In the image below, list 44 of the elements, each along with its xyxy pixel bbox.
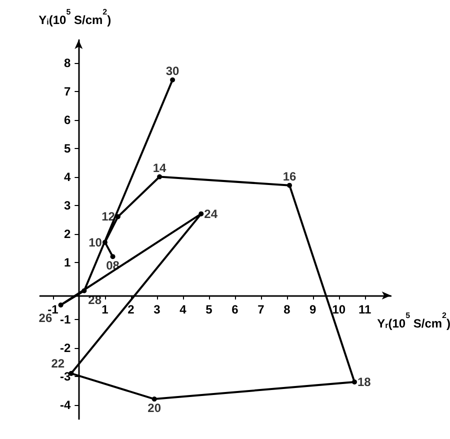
point — [157, 174, 162, 180]
point — [115, 214, 120, 220]
x-tick-label: 9 — [310, 302, 317, 317]
annotation: 16 — [282, 169, 296, 184]
y-tick-label: -2 — [60, 340, 71, 355]
point — [110, 254, 116, 260]
point — [152, 396, 157, 402]
point — [82, 288, 87, 294]
annotation: 22 — [51, 356, 65, 370]
y-tick-label: 6 — [64, 112, 71, 127]
point — [58, 302, 64, 308]
y-tick-label: 7 — [64, 84, 71, 98]
point — [198, 211, 204, 216]
x-tick-label: 6 — [232, 302, 239, 317]
x-tick-label: 7 — [258, 302, 265, 317]
x-tick-label: 11 — [358, 302, 372, 317]
y-tick-label: 2 — [64, 226, 71, 241]
annotation: 12 — [102, 210, 116, 224]
point — [352, 379, 357, 384]
annotation: 20 — [148, 401, 162, 416]
annotation: 14 — [152, 160, 167, 175]
annotation: 24 — [204, 206, 218, 221]
point — [102, 240, 108, 245]
y-tick-label: 1 — [64, 255, 71, 270]
annotation: 18 — [357, 374, 372, 389]
y-tick-label: -4 — [60, 398, 71, 412]
annotation: 26 — [38, 311, 52, 326]
x-tick-label: 8 — [284, 302, 291, 317]
annotation: 10 — [88, 235, 102, 250]
point — [287, 182, 292, 188]
x-tick-label: 1 — [102, 302, 109, 317]
x-tick-label: 5 — [206, 302, 213, 317]
y-tick-label: -3 — [60, 369, 71, 384]
y-tick-label: 8 — [64, 56, 71, 70]
x-tick-label: 3 — [154, 302, 161, 317]
y-tick-label: 4 — [64, 170, 71, 184]
y-tick-label: 5 — [64, 141, 71, 156]
x-tick-label: 2 — [128, 302, 135, 317]
y-tick-label: 3 — [64, 198, 71, 212]
point — [170, 77, 176, 82]
annotation: 30 — [166, 64, 180, 78]
y-tick-label: -1 — [60, 312, 71, 326]
x-tick-label: 10 — [332, 302, 346, 317]
x-tick-label: 4 — [180, 302, 187, 317]
